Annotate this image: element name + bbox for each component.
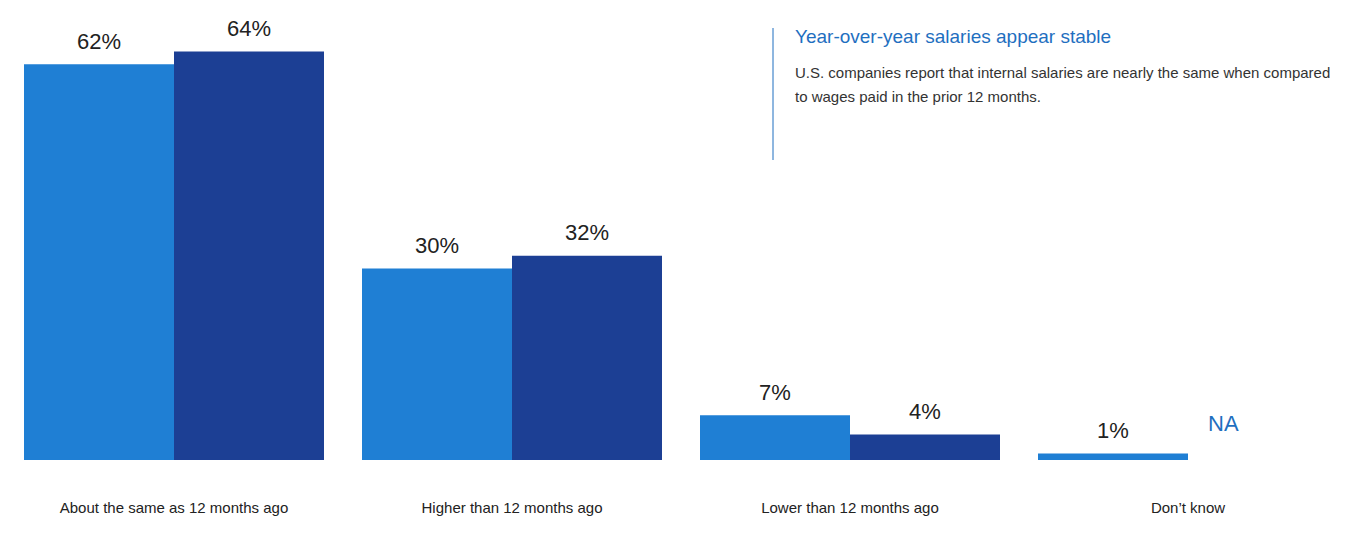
svg-text:Higher than 12 months ago: Higher than 12 months ago — [422, 499, 603, 516]
svg-text:62%: 62% — [77, 29, 121, 54]
svg-text:4%: 4% — [909, 399, 941, 424]
svg-text:7%: 7% — [759, 380, 791, 405]
svg-text:32%: 32% — [565, 220, 609, 245]
svg-text:1%: 1% — [1097, 418, 1129, 443]
svg-text:30%: 30% — [415, 233, 459, 258]
svg-text:Year-over-year salaries appear: Year-over-year salaries appear stable — [795, 26, 1111, 47]
svg-text:NA: NA — [1208, 411, 1239, 436]
svg-text:Don’t know: Don’t know — [1151, 499, 1225, 516]
svg-text:U.S. companies report that int: U.S. companies report that internal sala… — [795, 64, 1334, 81]
svg-text:64%: 64% — [227, 16, 271, 41]
svg-text:Lower than 12 months ago: Lower than 12 months ago — [761, 499, 939, 516]
svg-text:About the same as 12 months ag: About the same as 12 months ago — [60, 499, 288, 516]
svg-text:to wages paid in the prior 12: to wages paid in the prior 12 months. — [795, 88, 1041, 105]
